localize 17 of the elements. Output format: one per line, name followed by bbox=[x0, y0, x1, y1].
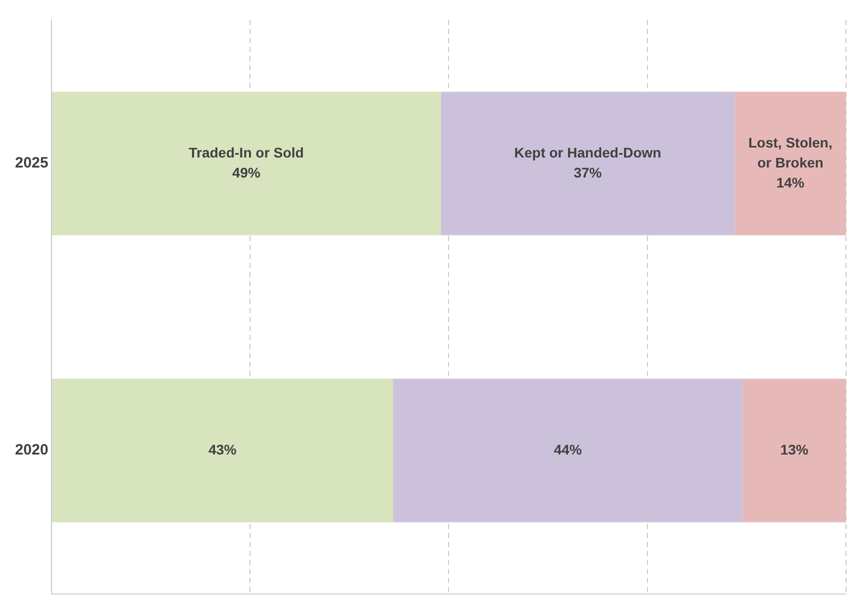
bar bbox=[52, 92, 441, 236]
series-label: Traded-In or Sold bbox=[188, 144, 304, 160]
bar bbox=[393, 378, 743, 522]
data-label: 44% bbox=[554, 441, 582, 458]
data-label: 43% bbox=[208, 441, 238, 458]
series-label: Kept or Handed-Down bbox=[514, 144, 662, 160]
y-tick-label: 2020 bbox=[14, 442, 48, 459]
series-label: Lost, Stolen, or Broken bbox=[748, 134, 832, 170]
bar bbox=[742, 378, 846, 522]
data-label: 13% bbox=[780, 441, 809, 458]
data-label: 14% bbox=[776, 174, 805, 190]
bar bbox=[734, 92, 846, 236]
y-tick-label: 2025 bbox=[14, 154, 48, 172]
bar bbox=[440, 92, 735, 236]
data-label: 37% bbox=[574, 164, 602, 180]
bar bbox=[52, 378, 394, 522]
data-label: 49% bbox=[232, 164, 261, 180]
